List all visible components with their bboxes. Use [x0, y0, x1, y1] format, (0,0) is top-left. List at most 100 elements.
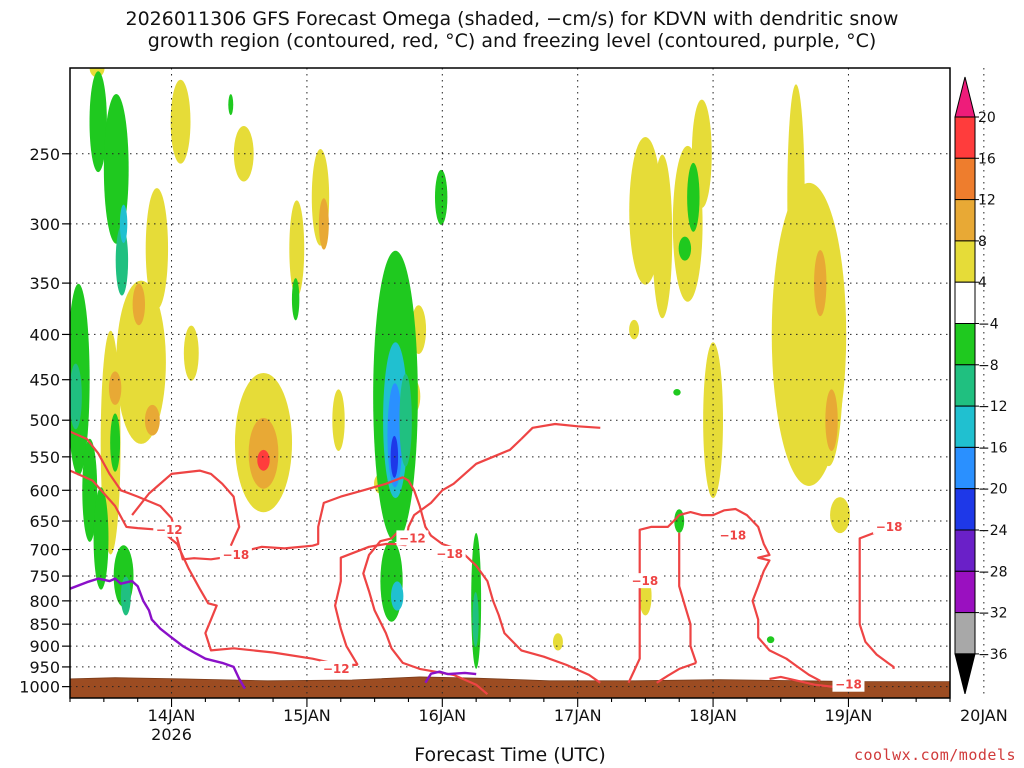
colorbar-label: 4 [978, 275, 987, 291]
omega-shade [70, 363, 82, 430]
contour-label-layer: −12 −18 −12 −12 −18 −18 −18 −18 −18 [153, 518, 906, 692]
grid-layer [70, 68, 985, 698]
colorbar-segment [954, 488, 976, 531]
omega-shade [289, 200, 305, 297]
y-tick-label: 600 [29, 481, 60, 500]
contour-label-bg [219, 546, 252, 562]
omega-shade [673, 389, 681, 396]
omega-shade [144, 404, 160, 436]
contour-label-bg [832, 676, 865, 692]
y-tick-label: 700 [29, 541, 60, 560]
y-tick-label: 350 [29, 274, 60, 293]
colorbar-bottom-triangle [954, 653, 976, 695]
omega-shade [145, 188, 169, 310]
colorbar-label: −12 [978, 399, 1008, 415]
colorbar-label: −24 [978, 523, 1008, 539]
colorbar-label: 8 [978, 234, 987, 250]
colorbar-label: 16 [978, 151, 996, 167]
contour-label-bg [628, 573, 661, 589]
dgz-contour [520, 422, 601, 440]
dgz-contour [70, 430, 601, 684]
omega-shade [830, 497, 850, 534]
ground-surface [70, 676, 950, 698]
omega-shade [291, 278, 300, 321]
contour-label: −12 [323, 662, 350, 676]
colorbar-segment [954, 157, 976, 201]
dgz-contour [131, 469, 241, 547]
colorbar-segment [954, 364, 976, 407]
contour-label-bg [320, 660, 353, 676]
colorbar: 20 16 12 8 4 −4 −8 −12 −16 −20 −24 −28 −32 −36 [954, 76, 1008, 695]
colorbar-label: −20 [978, 482, 1008, 498]
omega-shade [108, 371, 122, 405]
freezing-level-contour [424, 670, 477, 684]
omega-shade [89, 71, 107, 173]
y-tick-label: 800 [29, 592, 60, 611]
colorbar-label: −8 [978, 358, 999, 374]
contour-layer [70, 422, 900, 696]
x-tick-label: 18JAN [689, 706, 737, 725]
dgz-contour [858, 525, 900, 669]
dgz-contour [362, 531, 489, 696]
y-tick-label: 1000 [19, 678, 60, 697]
colorbar-label: −36 [978, 647, 1008, 663]
x-tick-label: 20JAN [960, 706, 1008, 725]
y-tick-label: 850 [29, 615, 60, 634]
omega-shade [170, 79, 191, 164]
colorbar-top-triangle [954, 76, 976, 118]
colorbar-segment [954, 281, 976, 325]
contour-label: −12 [156, 523, 183, 537]
dgz-contour [334, 438, 523, 666]
x-axis-title: Forecast Time (UTC) [414, 744, 606, 766]
y-tick-label: 300 [29, 215, 60, 234]
x-tick-label: 15JAN [283, 706, 331, 725]
omega-shade [257, 449, 270, 471]
credit-text: coolwx.com/models [853, 746, 1016, 764]
x-tick-sublabel: 2026 [151, 725, 192, 744]
contour-label: −18 [719, 529, 746, 543]
colorbar-segment [954, 529, 976, 572]
contour-label: −18 [222, 548, 249, 562]
omega-shade [183, 325, 199, 381]
colorbar-segment [954, 446, 976, 490]
y-tick-label: 900 [29, 637, 60, 656]
omega-shade [332, 389, 345, 452]
omega-shade [399, 373, 412, 467]
omega-shade [93, 487, 109, 590]
y-tick-label: 450 [29, 371, 60, 390]
contour-label-bg [873, 518, 906, 534]
omega-shade [678, 236, 692, 261]
contour-label: −12 [399, 531, 426, 545]
colorbar-segment [954, 116, 976, 159]
ground-layer [70, 676, 950, 698]
dgz-contour [656, 661, 697, 684]
dgz-contour [678, 532, 698, 664]
omega-shade [116, 280, 166, 444]
contour-label: −18 [835, 678, 862, 692]
colorbar-segment [954, 405, 976, 448]
colorbar-segment [954, 240, 976, 283]
omega-shade [390, 581, 404, 611]
omega-shade [132, 283, 146, 326]
colorbar-segment [954, 570, 976, 614]
y-tick-label: 950 [29, 658, 60, 677]
colorbar-label: −32 [978, 606, 1008, 622]
omega-shade [82, 438, 98, 542]
y-tick-label: 550 [29, 448, 60, 467]
y-tick-label: 650 [29, 512, 60, 531]
omega-shade [233, 126, 254, 182]
contour-label: −18 [631, 574, 658, 588]
colorbar-segment [954, 199, 976, 242]
contour-label: −18 [436, 547, 463, 561]
colorbar-label: −16 [978, 440, 1008, 456]
title-line-2: growth region (contoured, red, °C) and f… [147, 30, 877, 52]
omega-shade [766, 636, 775, 644]
y-axis: 250 300 350 400 450 500 550 600 650 700 750 800 850 9… [19, 145, 70, 697]
omega-shade [687, 162, 700, 232]
contour-label-bg [433, 545, 466, 561]
omega-shade [629, 319, 640, 340]
title-line-1: 2026011306 GFS Forecast Omega (shaded, −… [125, 8, 899, 30]
y-tick-label: 400 [29, 325, 60, 344]
colorbar-segment [954, 612, 976, 655]
